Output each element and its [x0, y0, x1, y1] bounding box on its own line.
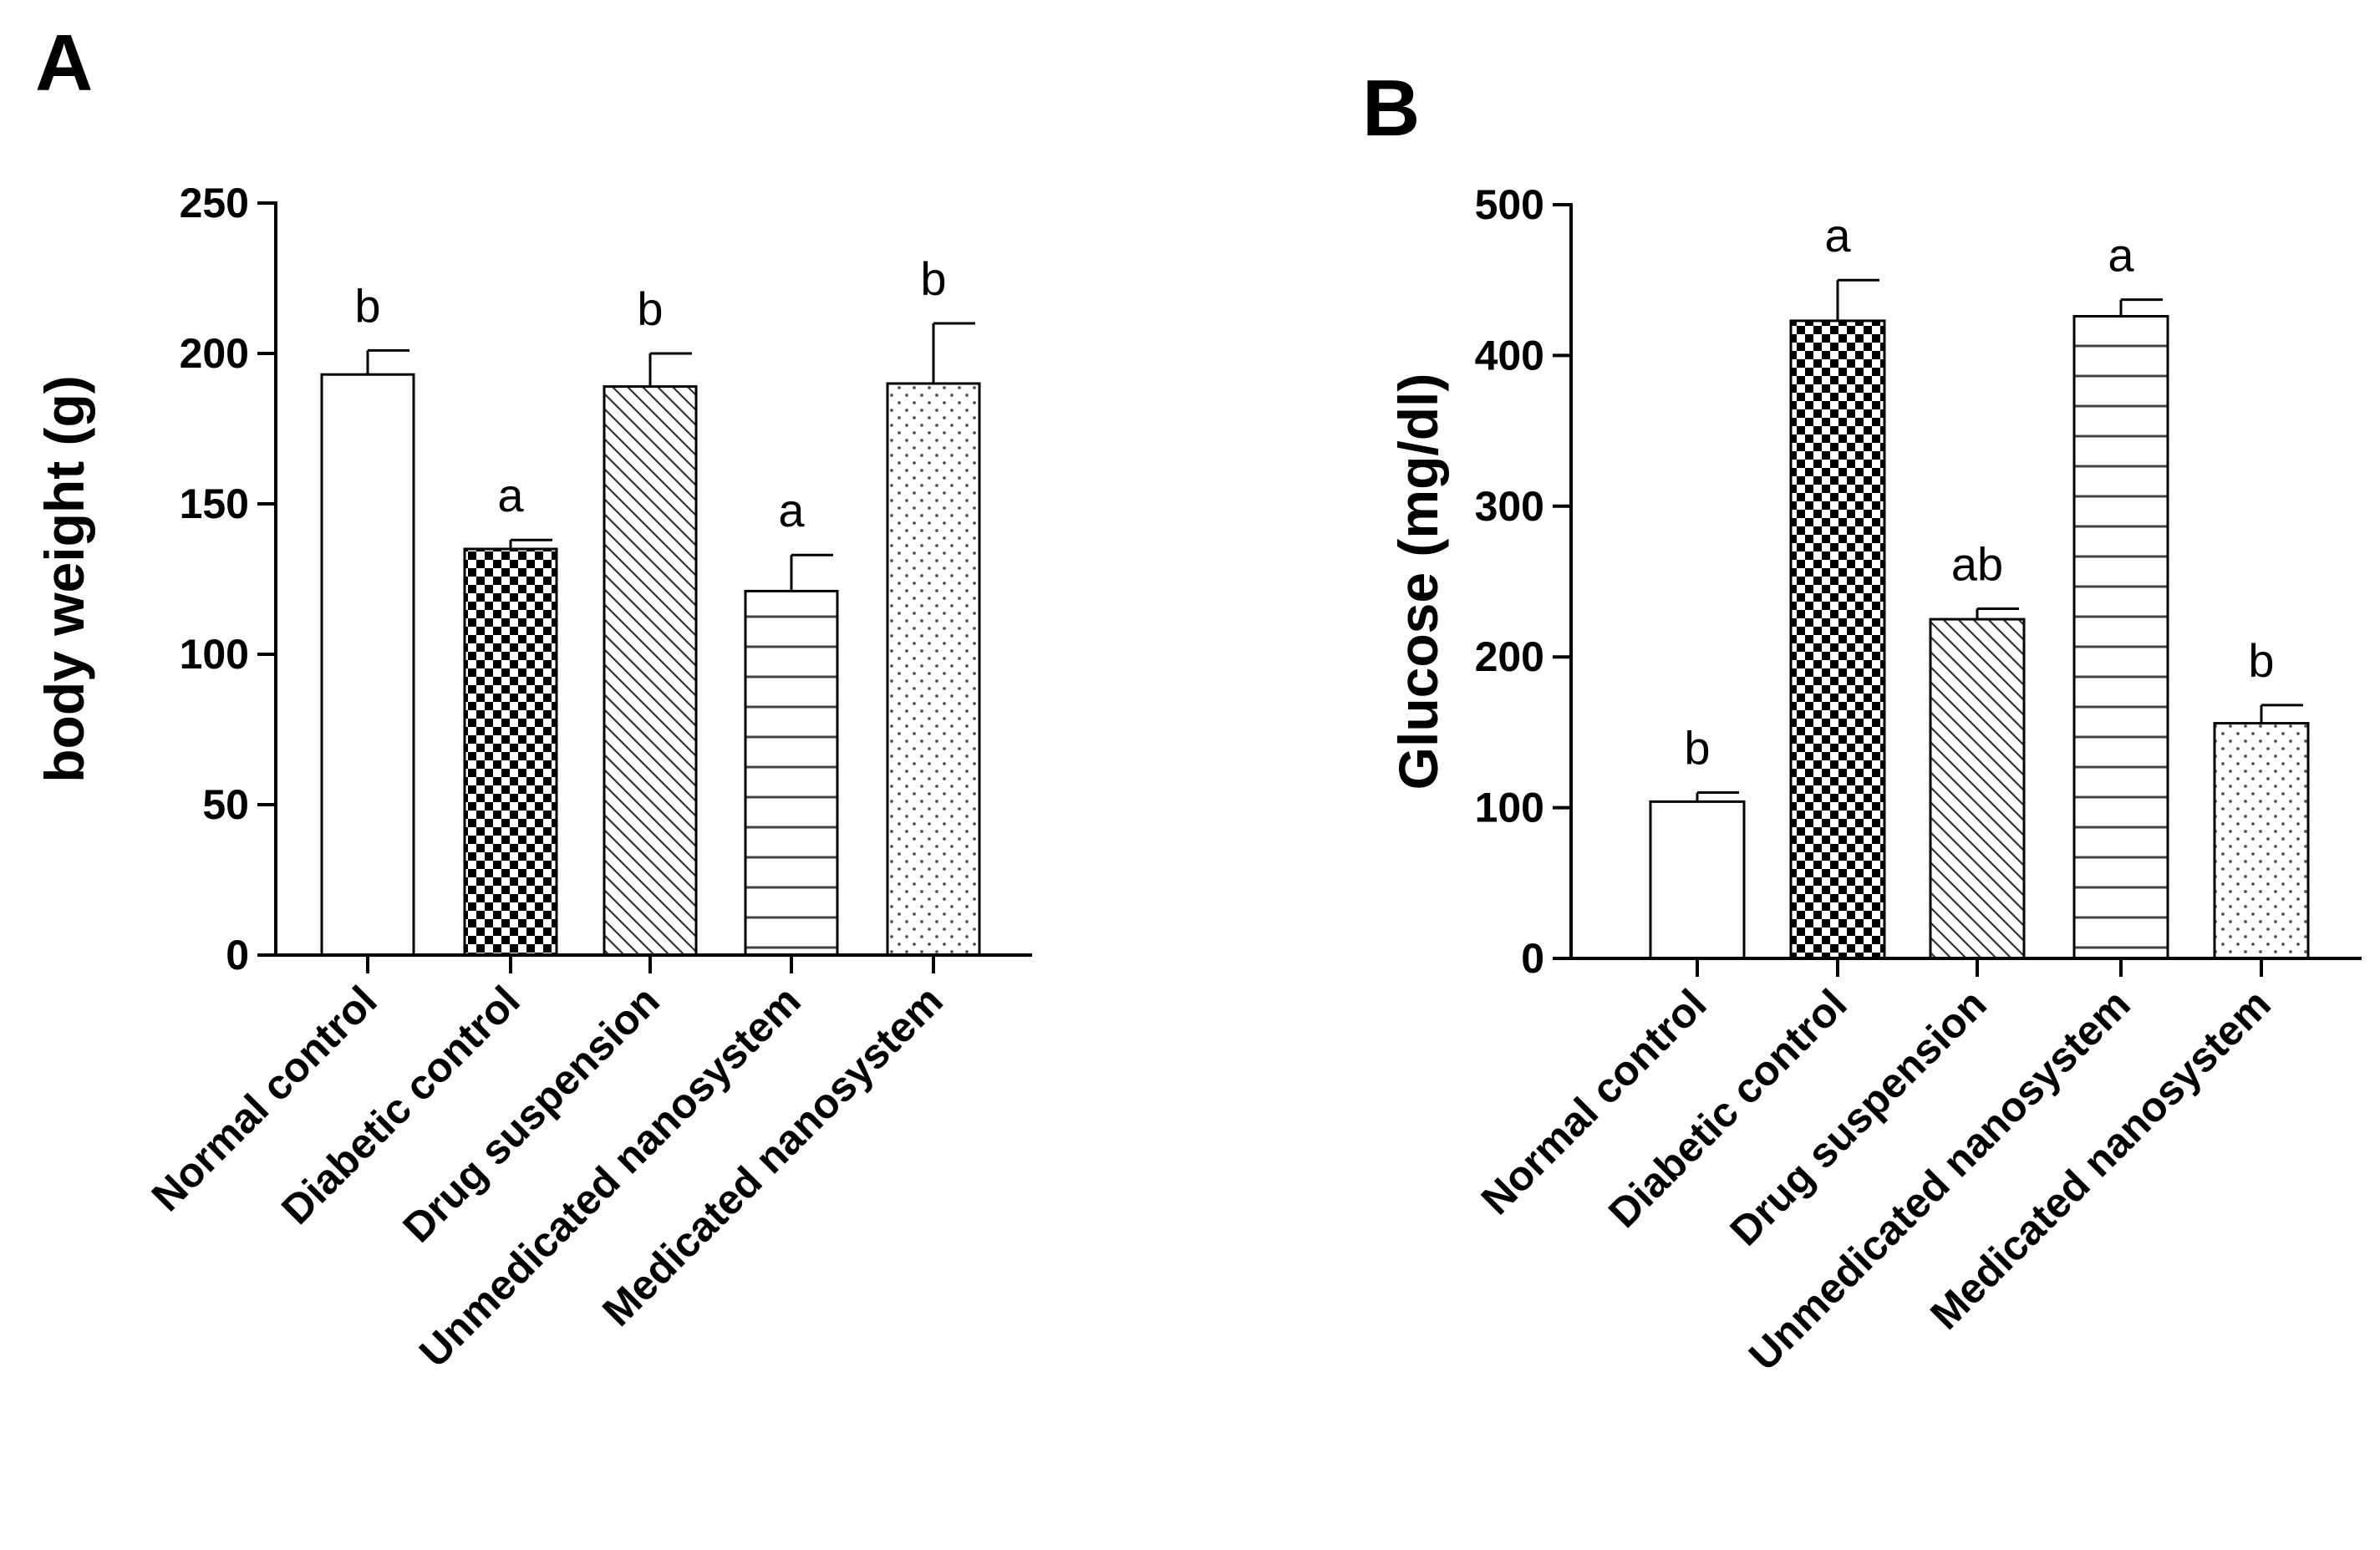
panel-a-bar	[463, 547, 558, 957]
panel-b-y-tick-label: 500	[1475, 181, 1544, 228]
panel-a-significance-label: a	[497, 469, 524, 521]
panel-b-significance-label: b	[1684, 722, 1710, 775]
panel-b-significance-label: a	[1824, 209, 1851, 262]
panel-b-y-tick-label: 200	[1475, 633, 1544, 680]
panel-b-y-axis-title: Glucose (mg/dl)	[1387, 374, 1449, 790]
panel-b-category-label: Diabetic control	[1599, 980, 1856, 1237]
panel-a-category-label: Diabetic control	[272, 977, 529, 1233]
panel-b-letter: B	[1362, 64, 1420, 153]
panel-a-bar	[320, 373, 415, 957]
panel-b-significance-label: a	[2108, 229, 2134, 282]
panel-a-significance-label: a	[778, 484, 805, 536]
panel-b-y-tick-label: 0	[1521, 935, 1544, 982]
panel-b-y-tick-label: 400	[1475, 332, 1544, 379]
panel-b-significance-label: ab	[1951, 537, 2003, 590]
panel-a-y-tick-label: 200	[180, 330, 249, 377]
panel-a-significance-label: b	[920, 252, 946, 305]
panel-a-y-tick-label: 50	[202, 781, 249, 828]
panel-b-significance-label: b	[2248, 634, 2274, 687]
panel-a-bar	[603, 385, 698, 957]
panel-b-bar	[1649, 800, 1746, 960]
panel-b-bar	[1789, 319, 1886, 960]
panel-b-bar	[1929, 617, 2026, 960]
panel-a-y-axis-title: body weight (g)	[33, 375, 95, 783]
panel-a-y-tick-label: 150	[180, 480, 249, 527]
panel-a-y-tick-label: 0	[226, 932, 249, 978]
panel-a-bar	[744, 589, 839, 957]
panel-a-y-tick-label: 250	[180, 180, 249, 226]
panel-a-category-label: Drug suspension	[394, 977, 668, 1251]
panel-b-category-label: Drug suspension	[1721, 980, 1995, 1254]
panel-a-letter: A	[35, 18, 93, 108]
panel-a-significance-label: b	[354, 279, 380, 332]
panel-b-y-tick-label: 300	[1475, 483, 1544, 530]
panel-a-significance-label: b	[637, 282, 663, 335]
panel-b-y-tick-label: 100	[1475, 785, 1544, 831]
panel-a-y-tick-label: 100	[180, 631, 249, 678]
panel-a-bar	[886, 382, 981, 957]
panel-b-bar	[2072, 314, 2169, 960]
panel-b-bar	[2213, 722, 2310, 960]
